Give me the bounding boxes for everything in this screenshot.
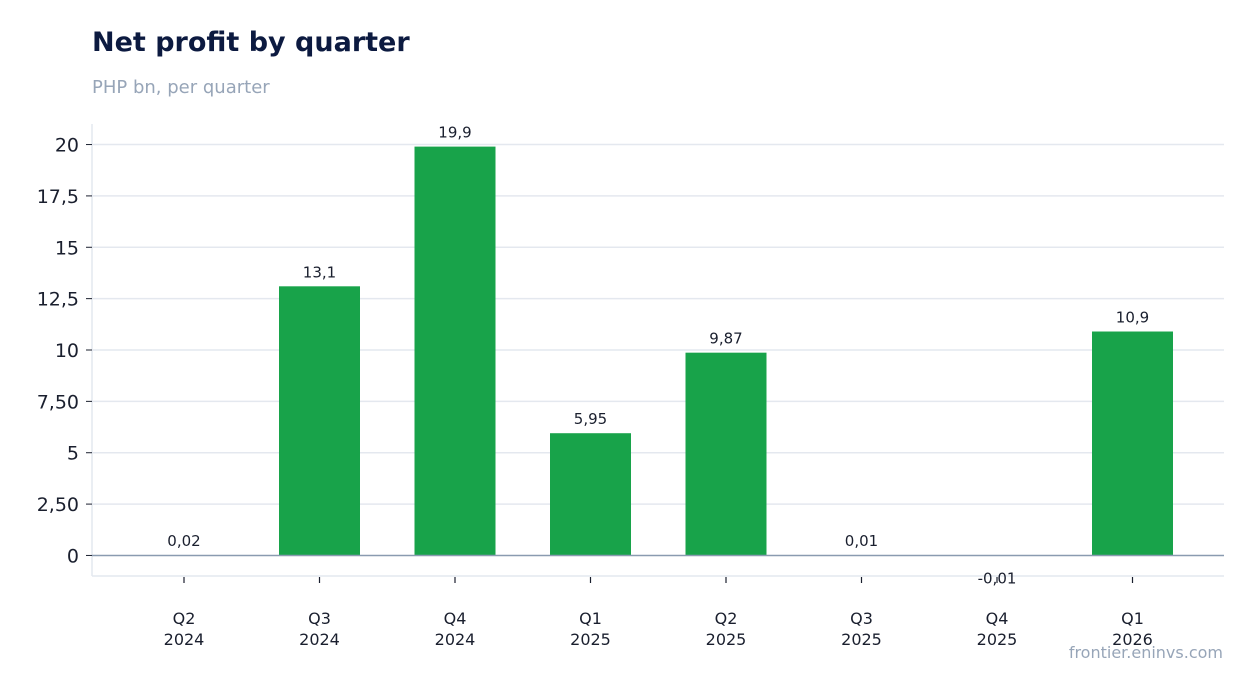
bars <box>143 146 1173 556</box>
y-tick-label: 10 <box>55 340 79 362</box>
x-tick-quarter: Q1 <box>579 609 602 628</box>
chart-title: Net profit by quarter <box>92 27 410 58</box>
data-label: 5,95 <box>574 410 607 428</box>
y-axis-ticks: 0 2,50 5 7,50 10 12,5 15 17,5 20 <box>37 135 92 567</box>
y-tick-label: 12,5 <box>37 289 79 311</box>
y-tick-label: 17,5 <box>37 186 79 208</box>
x-tick-label: Q4 2025 <box>977 609 1018 649</box>
source-credit: frontier.eninvs.com <box>1068 643 1223 662</box>
bar <box>1092 331 1173 556</box>
x-tick-year: 2026 <box>1112 630 1153 649</box>
x-axis-ticks: Q2 2024 Q3 2024 Q4 2024 Q1 2025 Q2 2025 Q3 2025 Q4 20… <box>164 577 1153 649</box>
y-tick-label: 15 <box>55 237 79 259</box>
x-tick-year: 2025 <box>977 630 1018 649</box>
x-tick-label: Q2 2024 <box>164 609 205 649</box>
x-tick-year: 2025 <box>706 630 747 649</box>
x-tick-quarter: Q3 <box>850 609 873 628</box>
x-tick-quarter: Q2 <box>715 609 738 628</box>
data-label: 0,02 <box>167 532 200 550</box>
x-tick-year: 2025 <box>570 630 611 649</box>
data-label: 0,01 <box>845 532 878 550</box>
x-tick-label: Q3 2025 <box>841 609 882 649</box>
grid-lines <box>92 143 1224 505</box>
y-tick-label: 2,50 <box>37 494 79 516</box>
bar <box>414 146 496 556</box>
x-tick-year: 2025 <box>841 630 882 649</box>
x-tick-label: Q2 2025 <box>706 609 747 649</box>
data-label: 19,9 <box>438 124 471 142</box>
x-tick-label: Q4 2024 <box>435 609 476 649</box>
bar <box>550 433 631 556</box>
bar <box>279 286 360 556</box>
x-tick-quarter: Q4 <box>986 609 1009 628</box>
y-tick-label: 20 <box>55 135 79 157</box>
x-tick-quarter: Q2 <box>173 609 196 628</box>
x-tick-quarter: Q3 <box>308 609 331 628</box>
x-tick-quarter: Q1 <box>1121 609 1144 628</box>
x-tick-quarter: Q4 <box>444 609 467 628</box>
x-tick-label: Q1 2025 <box>570 609 611 649</box>
y-tick-label: 0 <box>67 545 79 567</box>
bar <box>685 352 767 556</box>
data-label: 9,87 <box>709 330 742 348</box>
data-label: 13,1 <box>303 263 336 281</box>
x-tick-label: Q3 2024 <box>299 609 340 649</box>
data-label: 10,9 <box>1116 309 1149 327</box>
x-tick-year: 2024 <box>164 630 205 649</box>
x-tick-year: 2024 <box>299 630 340 649</box>
y-tick-label: 5 <box>67 443 79 465</box>
y-tick-label: 7,50 <box>37 391 79 413</box>
x-tick-year: 2024 <box>435 630 476 649</box>
chart-subtitle: PHP bn, per quarter <box>92 77 270 98</box>
x-tick-label: Q1 2026 <box>1112 609 1153 649</box>
